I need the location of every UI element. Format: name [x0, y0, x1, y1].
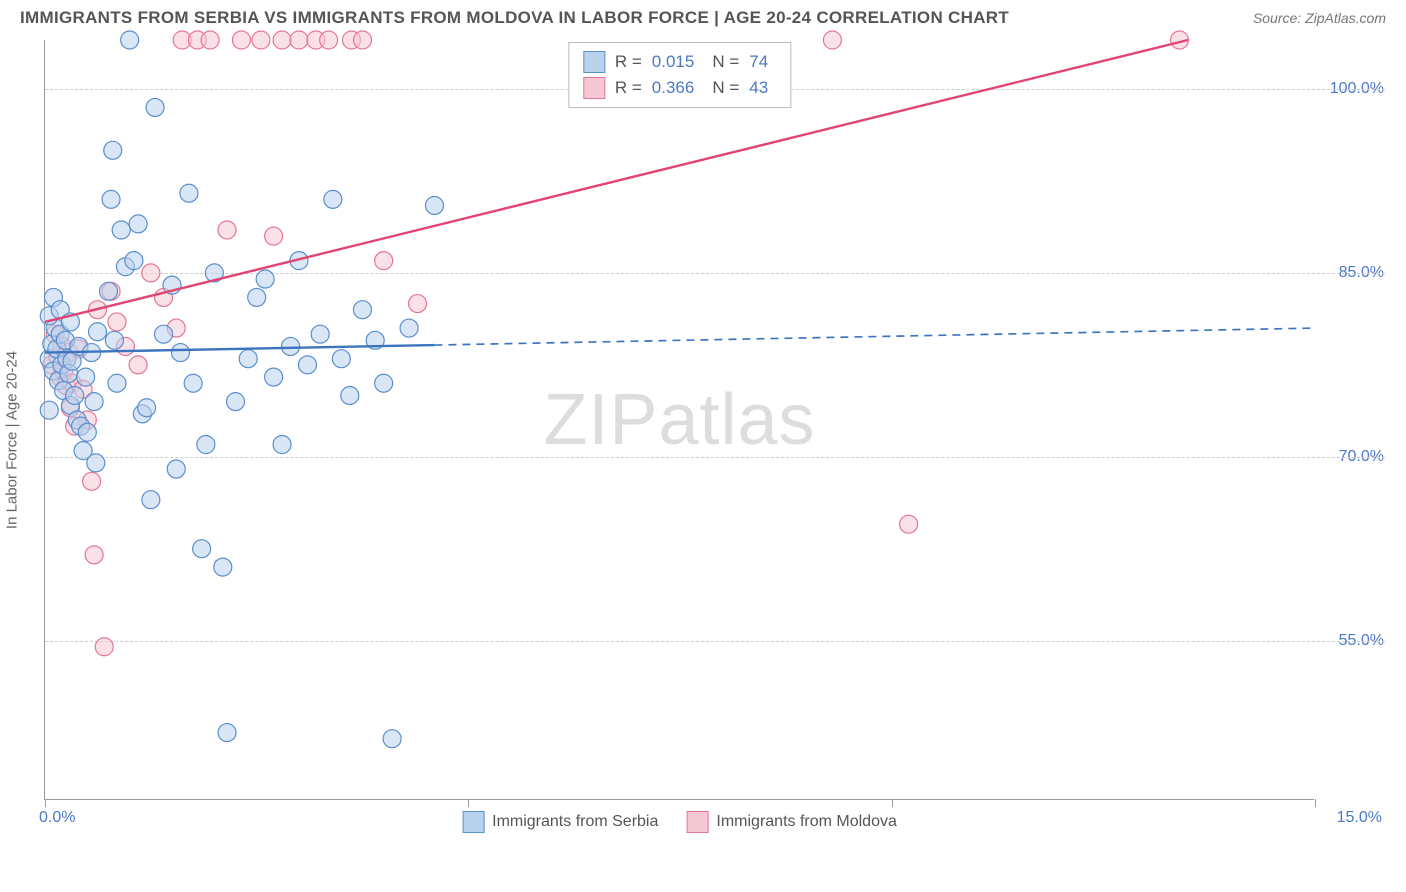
scatter-point-serbia — [121, 31, 139, 49]
stats-row-serbia: R = 0.015 N = 74 — [583, 49, 776, 75]
scatter-point-serbia — [138, 399, 156, 417]
swatch-serbia — [462, 811, 484, 833]
scatter-point-serbia — [40, 401, 58, 419]
scatter-point-serbia — [171, 344, 189, 362]
legend-item-moldova: Immigrants from Moldova — [686, 811, 897, 833]
trend-line-dashed-serbia — [434, 328, 1315, 345]
scatter-point-serbia — [102, 190, 120, 208]
scatter-point-moldova — [129, 356, 147, 374]
stats-legend: R = 0.015 N = 74 R = 0.366 N = 43 — [568, 42, 791, 108]
scatter-point-serbia — [105, 331, 123, 349]
scatter-point-serbia — [167, 460, 185, 478]
moldova-r-value: 0.366 — [652, 78, 695, 98]
scatter-point-serbia — [273, 436, 291, 454]
scatter-point-moldova — [83, 472, 101, 490]
scatter-point-serbia — [77, 368, 95, 386]
legend-item-serbia: Immigrants from Serbia — [462, 811, 658, 833]
scatter-point-serbia — [239, 350, 257, 368]
scatter-svg — [45, 40, 1315, 800]
serbia-r-value: 0.015 — [652, 52, 695, 72]
legend-label-serbia: Immigrants from Serbia — [492, 813, 658, 831]
scatter-point-serbia — [193, 540, 211, 558]
scatter-point-serbia — [375, 374, 393, 392]
scatter-point-moldova — [252, 31, 270, 49]
scatter-point-serbia — [227, 393, 245, 411]
scatter-point-serbia — [142, 491, 160, 509]
scatter-point-serbia — [108, 374, 126, 392]
scatter-point-moldova — [108, 313, 126, 331]
stats-row-moldova: R = 0.366 N = 43 — [583, 75, 776, 101]
scatter-point-serbia — [425, 196, 443, 214]
swatch-moldova — [583, 77, 605, 99]
scatter-point-serbia — [383, 730, 401, 748]
r-label: R = — [615, 52, 642, 72]
scatter-point-serbia — [256, 270, 274, 288]
scatter-point-serbia — [214, 558, 232, 576]
scatter-point-serbia — [400, 319, 418, 337]
scatter-point-moldova — [823, 31, 841, 49]
scatter-point-serbia — [112, 221, 130, 239]
swatch-moldova — [686, 811, 708, 833]
chart-title: IMMIGRANTS FROM SERBIA VS IMMIGRANTS FRO… — [20, 8, 1009, 28]
scatter-point-moldova — [232, 31, 250, 49]
r-label: R = — [615, 78, 642, 98]
chart-container: In Labor Force | Age 20-24 ZIPatlas R = … — [44, 40, 1384, 840]
scatter-point-moldova — [85, 546, 103, 564]
scatter-point-serbia — [87, 454, 105, 472]
scatter-point-serbia — [341, 386, 359, 404]
scatter-point-serbia — [125, 252, 143, 270]
scatter-point-moldova — [273, 31, 291, 49]
scatter-point-serbia — [298, 356, 316, 374]
scatter-point-moldova — [409, 295, 427, 313]
scatter-point-moldova — [900, 515, 918, 533]
scatter-point-moldova — [265, 227, 283, 245]
scatter-point-serbia — [78, 423, 96, 441]
scatter-point-serbia — [146, 98, 164, 116]
moldova-n-value: 43 — [749, 78, 768, 98]
scatter-point-serbia — [180, 184, 198, 202]
scatter-point-moldova — [218, 221, 236, 239]
scatter-point-serbia — [155, 325, 173, 343]
scatter-point-serbia — [354, 301, 372, 319]
scatter-point-moldova — [354, 31, 372, 49]
scatter-point-serbia — [129, 215, 147, 233]
scatter-point-serbia — [324, 190, 342, 208]
scatter-point-moldova — [142, 264, 160, 282]
scatter-point-moldova — [320, 31, 338, 49]
swatch-serbia — [583, 51, 605, 73]
x-tick-right: 15.0% — [1337, 809, 1382, 827]
scatter-point-serbia — [311, 325, 329, 343]
scatter-point-moldova — [375, 252, 393, 270]
scatter-point-moldova — [201, 31, 219, 49]
scatter-point-serbia — [265, 368, 283, 386]
scatter-point-serbia — [197, 436, 215, 454]
scatter-point-serbia — [184, 374, 202, 392]
n-label: N = — [712, 78, 739, 98]
scatter-point-serbia — [66, 386, 84, 404]
plot-area: ZIPatlas R = 0.015 N = 74 R = 0.366 N = … — [44, 40, 1314, 800]
x-tick-left: 0.0% — [39, 809, 75, 827]
scatter-point-serbia — [100, 282, 118, 300]
legend-label-moldova: Immigrants from Moldova — [716, 813, 897, 831]
y-axis-label: In Labor Force | Age 20-24 — [4, 351, 21, 529]
scatter-point-moldova — [95, 638, 113, 656]
bottom-legend: Immigrants from Serbia Immigrants from M… — [462, 811, 897, 833]
scatter-point-serbia — [332, 350, 350, 368]
scatter-point-moldova — [290, 31, 308, 49]
scatter-point-serbia — [88, 323, 106, 341]
scatter-point-serbia — [282, 337, 300, 355]
chart-header: IMMIGRANTS FROM SERBIA VS IMMIGRANTS FRO… — [0, 0, 1406, 32]
scatter-point-serbia — [104, 141, 122, 159]
n-label: N = — [712, 52, 739, 72]
serbia-n-value: 74 — [749, 52, 768, 72]
scatter-point-serbia — [85, 393, 103, 411]
source-label: Source: ZipAtlas.com — [1253, 10, 1386, 26]
scatter-point-serbia — [248, 288, 266, 306]
scatter-point-serbia — [218, 724, 236, 742]
